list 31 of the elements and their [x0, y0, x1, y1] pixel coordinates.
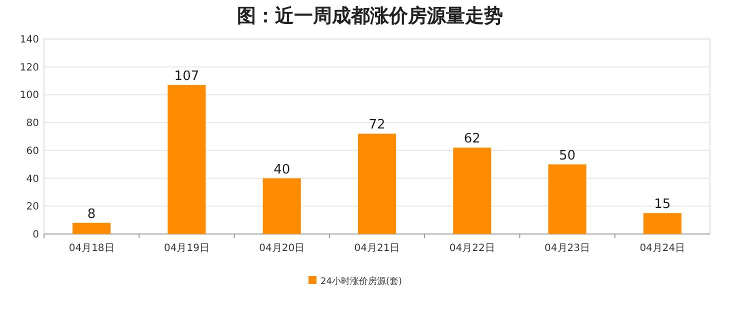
y-tick-label: 40	[26, 174, 39, 185]
bar	[358, 134, 396, 234]
x-tick-label: 04月22日	[449, 243, 495, 254]
bar	[453, 148, 492, 234]
data-label: 50	[559, 148, 576, 164]
y-tick-label: 100	[20, 90, 39, 102]
y-tick-label: 0	[32, 230, 39, 240]
y-tick-label: 120	[20, 62, 39, 74]
y-tick-label: 140	[20, 34, 39, 46]
x-tick-label: 04月24日	[640, 243, 686, 254]
bar	[168, 84, 206, 234]
bar	[262, 178, 301, 234]
bar	[643, 213, 682, 234]
data-label: 72	[368, 118, 386, 133]
y-tick-label: 20	[26, 202, 39, 213]
x-tick-label: 04月23日	[544, 243, 590, 254]
y-tick-label: 80	[26, 118, 39, 130]
x-tick-label: 04月19日	[164, 243, 210, 254]
data-label: 62	[464, 132, 480, 147]
legend-label: 24小时涨价房源(套)	[320, 276, 402, 287]
data-label: 107	[174, 68, 200, 84]
bar	[72, 222, 111, 234]
chart-title: 图：近一周成都涨价房源量走势	[237, 5, 503, 27]
x-tick-label: 04月18日	[68, 243, 114, 254]
x-tick-label: 04月20日	[259, 243, 305, 254]
data-label: 8	[87, 206, 96, 222]
data-label: 15	[654, 197, 671, 212]
data-label: 40	[274, 162, 290, 178]
x-tick-label: 04月21日	[354, 243, 400, 254]
bar	[548, 164, 586, 234]
y-tick-label: 60	[26, 146, 39, 157]
